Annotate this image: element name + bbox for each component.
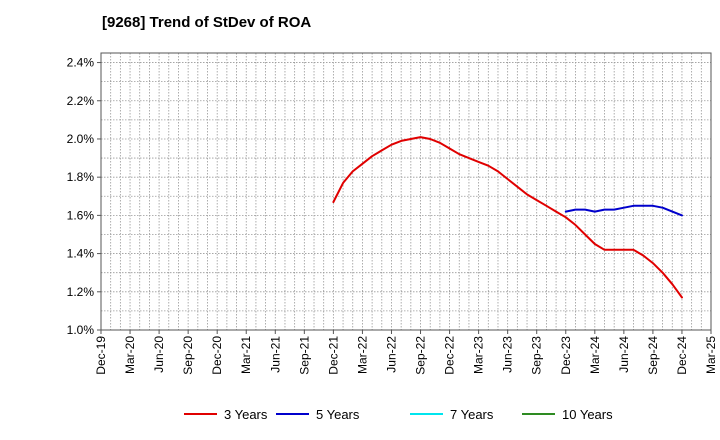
x-tick-label: Dec-20 (210, 336, 224, 375)
x-tick-label: Mar-22 (355, 336, 369, 374)
x-tick-label: Jun-20 (152, 336, 166, 373)
series-line-3-years (332, 136, 683, 299)
x-tick-label: Mar-25 (704, 336, 718, 374)
y-tick-label: 1.8% (67, 170, 95, 184)
legend-label-5-years: 5 Years (316, 407, 360, 422)
y-tick-label: 1.0% (67, 323, 95, 337)
grid (101, 53, 711, 330)
y-axis-ticks: 1.0% 1.2% 1.4% 1.6% 1.8% 2.0% 2.2% 2.4% (67, 56, 101, 337)
x-tick-label: Jun-22 (384, 336, 398, 373)
x-tick-label: Jun-24 (617, 336, 631, 373)
legend-label-3-years: 3 Years (224, 407, 268, 422)
y-tick-label: 1.6% (67, 208, 95, 222)
x-axis-ticks: Dec-19 Mar-20 Jun-20 Sep-20 Dec-20 Mar-21 Jun-… (94, 330, 718, 375)
x-tick-label: Sep-22 (414, 336, 428, 375)
x-tick-label: Dec-23 (559, 336, 573, 375)
x-tick-label: Jun-23 (501, 336, 515, 373)
y-tick-label: 2.0% (67, 132, 95, 146)
x-tick-label: Mar-24 (588, 336, 602, 374)
x-tick-label: Sep-23 (530, 336, 544, 375)
legend: 3 Years 5 Years 7 Years 10 Years (184, 407, 613, 422)
x-tick-label: Dec-21 (326, 336, 340, 375)
series-line-5-years (564, 204, 683, 217)
y-tick-label: 1.4% (67, 247, 95, 261)
legend-label-10-years: 10 Years (562, 407, 613, 422)
x-tick-label: Sep-21 (297, 336, 311, 375)
chart-title: [9268] Trend of StDev of ROA (102, 14, 312, 31)
x-tick-label: Sep-24 (646, 336, 660, 375)
x-tick-label: Dec-22 (443, 336, 457, 375)
y-tick-label: 1.2% (67, 285, 95, 299)
y-tick-label: 2.4% (67, 56, 95, 70)
y-tick-label: 2.2% (67, 94, 95, 108)
x-tick-label: Sep-20 (181, 336, 195, 375)
series-lines (332, 136, 683, 299)
x-tick-label: Mar-20 (123, 336, 137, 374)
x-tick-label: Jun-21 (268, 336, 282, 373)
x-tick-label: Mar-23 (472, 336, 486, 374)
x-tick-label: Dec-24 (675, 336, 689, 375)
x-tick-label: Dec-19 (94, 336, 108, 375)
plot-frame (100, 52, 712, 331)
x-tick-label: Mar-21 (239, 336, 253, 374)
legend-label-7-years: 7 Years (450, 407, 494, 422)
